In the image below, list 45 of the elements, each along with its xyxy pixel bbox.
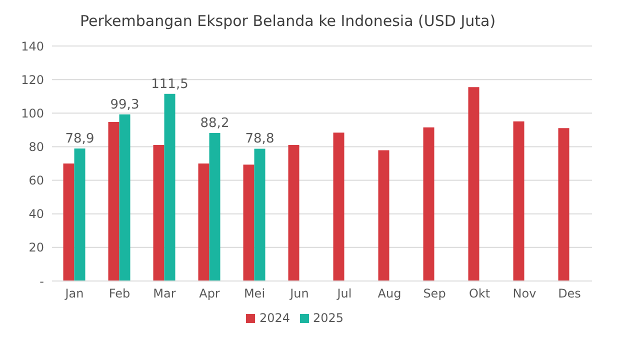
x-tick-label: Jun [289,286,309,301]
y-tick-label: 40 [28,207,44,222]
x-tick-label: Feb [108,286,130,301]
bar [333,132,344,281]
x-tick-label: Des [558,286,581,301]
y-tick-label: 20 [28,240,44,255]
bar [243,164,254,281]
bar [378,150,390,281]
y-tick-label: 60 [28,174,44,188]
bar [164,94,176,281]
data-label: 78,8 [245,132,274,147]
bar [74,148,86,281]
legend-label: 2024 [259,311,290,325]
x-tick-label: Apr [199,286,220,301]
x-tick-label: Mei [244,286,266,301]
bar [468,87,480,281]
bar [513,121,524,281]
y-tick-label: 80 [28,140,44,154]
y-tick-label: 120 [21,72,44,87]
legend-label: 2025 [313,311,344,325]
bar [63,164,74,281]
x-tick-label: Aug [378,286,402,301]
bar [108,122,120,281]
bar [254,148,266,281]
y-tick-label: - [40,274,44,288]
bar [558,128,570,281]
chart-title: Perkembangan Ekspor Belanda ke Indonesia (USD Juta) [80,12,496,30]
x-tick-label: Nov [512,286,536,301]
bar [288,145,300,281]
bar [119,114,130,281]
data-label: 78,9 [65,132,94,147]
x-tick-label: Mar [153,286,176,301]
data-label: 99,3 [110,97,140,112]
x-tick-label: Jul [336,286,352,301]
bar [198,164,210,281]
x-tick-label: Sep [423,286,446,301]
data-label: 111,5 [151,76,188,92]
y-tick-label: 140 [21,39,44,54]
x-tick-label: Jan [64,286,84,301]
bar [153,145,164,281]
bar [209,132,220,281]
data-label: 88,2 [200,116,230,131]
bar [423,127,434,281]
x-tick-label: Okt [468,286,490,301]
y-tick-label: 100 [21,106,44,120]
